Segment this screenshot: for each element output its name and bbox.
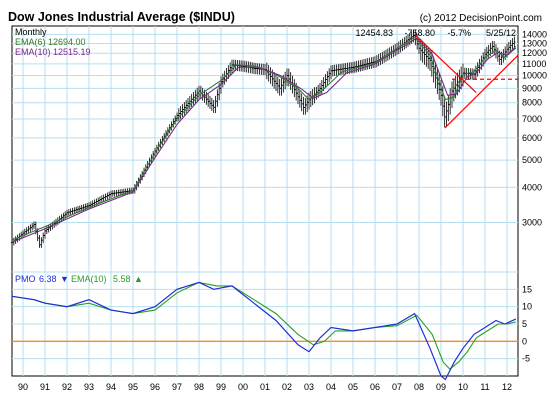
x-tick-label: 05: [348, 382, 358, 392]
change-value: -758.80: [404, 28, 435, 38]
pmo-y-tick-label: 0: [522, 336, 527, 346]
x-tick-label: 10: [458, 382, 468, 392]
x-tick-label: 07: [392, 382, 402, 392]
ema-long-line: [11, 37, 517, 243]
x-tick-label: 95: [128, 382, 138, 392]
x-tick-label: 94: [106, 382, 116, 392]
x-tick-label: 90: [18, 382, 28, 392]
price-y-tick-label: 6000: [522, 133, 542, 143]
x-axis-ticks: 90 91 92 93 94 95 96 97 98 99 00 01 02 03 04 05 06 07 08 09…: [18, 382, 512, 392]
change-percent: -5.7%: [447, 28, 471, 38]
pmo-legend-value: 6.38: [39, 274, 57, 284]
x-tick-label: 06: [370, 382, 380, 392]
x-tick-label: 00: [238, 382, 248, 392]
x-tick-label: 97: [172, 382, 182, 392]
price-y-tick-label: 10000: [522, 71, 547, 81]
pmo-line: [11, 281, 517, 381]
x-tick-label: 09: [436, 382, 446, 392]
x-tick-label: 11: [480, 382, 489, 392]
ema-short-line: [11, 36, 517, 241]
pmo-down-arrow-icon: ▼: [60, 274, 69, 284]
pmo-ema-legend-label: EMA(10): [71, 274, 107, 284]
x-tick-label: 02: [282, 382, 292, 392]
ema-long-legend: EMA(10) 12515.19: [15, 47, 91, 57]
price-axis-ticks: 3000 4000 5000 6000 7000 8000 9000 10000 1100012…: [522, 29, 547, 227]
date-readout: 5/25/12: [486, 28, 516, 38]
pmo-y-tick-label: 10: [522, 302, 532, 312]
price-y-tick-label: 11000: [522, 59, 546, 69]
price-y-tick-label: 13000: [522, 38, 547, 48]
price-y-tick-label: 9000: [522, 83, 542, 93]
pmo-ema-up-arrow-icon: ▲: [134, 274, 143, 284]
chart-title: Dow Jones Industrial Average ($INDU): [8, 10, 235, 24]
period-label: Monthly: [15, 27, 47, 37]
last-close-value: 12454.83: [355, 28, 393, 38]
x-tick-label: 91: [40, 382, 50, 392]
x-tick-label: 96: [150, 382, 160, 392]
x-tick-label: 04: [326, 382, 336, 392]
price-y-tick-label: 8000: [522, 98, 542, 108]
price-y-tick-label: 7000: [522, 114, 542, 124]
price-y-tick-label: 14000: [522, 29, 547, 39]
x-tick-label: 12: [502, 382, 512, 392]
uptrend-line: [444, 54, 519, 129]
x-tick-label: 98: [194, 382, 204, 392]
x-tick-label: 01: [260, 382, 270, 392]
price-y-tick-label: 12000: [522, 48, 547, 58]
pmo-axis-ticks: -5 0 5 10 15: [522, 284, 532, 363]
price-y-tick-label: 5000: [522, 155, 542, 165]
pmo-y-tick-label: 5: [522, 319, 527, 329]
ema-short-legend: EMA(6) 12694.00: [15, 37, 86, 47]
x-tick-label: 08: [414, 382, 424, 392]
price-y-tick-label: 4000: [522, 182, 542, 192]
copyright-text: (c) 2012 DecisionPoint.com: [420, 13, 542, 24]
pmo-ema-legend-value: 5.58: [113, 274, 131, 284]
price-series: [10, 29, 519, 248]
x-tick-label: 93: [84, 382, 94, 392]
price-y-tick-label: 3000: [522, 217, 542, 227]
pmo-y-tick-label: -5: [522, 354, 530, 364]
x-tick-label: 92: [62, 382, 72, 392]
x-tick-label: 99: [216, 382, 226, 392]
pmo-series: [11, 281, 518, 381]
downtrend-line: [414, 33, 477, 93]
pmo-y-tick-label: 15: [522, 284, 532, 294]
pmo-legend-label: PMO: [15, 274, 36, 284]
x-tick-label: 03: [304, 382, 314, 392]
